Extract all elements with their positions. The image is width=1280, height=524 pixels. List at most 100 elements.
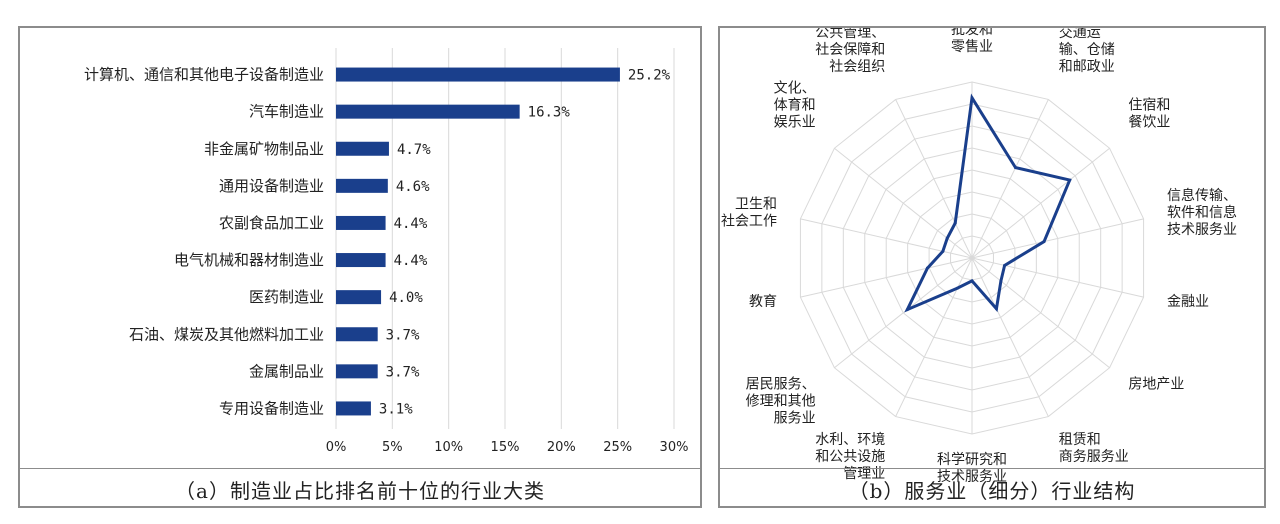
category-label: 电气机械和器材制造业 bbox=[174, 251, 324, 269]
radar-point bbox=[970, 96, 974, 100]
radar-spoke bbox=[971, 147, 1110, 259]
radar-axis-label-line: 社会组织 bbox=[829, 59, 885, 75]
radar-axis-label-line: 娱乐业 bbox=[774, 114, 816, 130]
radar-axis-label-line: 社会保障和 bbox=[815, 42, 885, 58]
radar-axis-label-line: 金融业 bbox=[1167, 294, 1209, 310]
radar-point bbox=[1068, 178, 1072, 182]
radar-axis-label-line: 文化、 bbox=[774, 80, 816, 96]
category-label: 汽车制造业 bbox=[249, 103, 324, 121]
radar-axis-label-line: 公共管理、 bbox=[815, 28, 885, 41]
data-label: 3.7% bbox=[386, 327, 420, 343]
radar-axis-label-line: 和邮政业 bbox=[1059, 59, 1115, 75]
radar-spoke bbox=[800, 257, 973, 298]
radar-axis-label: 金融业 bbox=[1167, 294, 1209, 310]
data-label: 4.0% bbox=[389, 290, 423, 306]
radar-axis-label: 住宿和餐饮业 bbox=[1128, 96, 1170, 130]
radar-spoke bbox=[895, 99, 973, 259]
radar-axis-label-line: 社会工作 bbox=[721, 213, 777, 229]
radar-axis-label-line: 交通运 bbox=[1059, 28, 1101, 41]
radar-axis-label: 卫生和社会工作 bbox=[721, 196, 777, 229]
x-tick-label: 10% bbox=[434, 440, 463, 455]
bar bbox=[336, 141, 389, 156]
radar-point bbox=[905, 308, 909, 312]
data-label: 3.7% bbox=[386, 364, 420, 380]
radar-spoke bbox=[971, 257, 1049, 417]
radar-axis-label: 批发和零售业 bbox=[951, 28, 993, 55]
radar-axis-label-line: 商务服务业 bbox=[1059, 449, 1129, 465]
radar-axis-label-line: 信息传输、 bbox=[1167, 187, 1237, 204]
radar-spoke bbox=[971, 99, 1049, 259]
x-tick-label: 25% bbox=[603, 440, 632, 455]
category-label: 石油、煤炭及其他燃料加工业 bbox=[129, 325, 324, 343]
radar-spoke bbox=[895, 257, 973, 417]
caption-divider-a bbox=[20, 468, 700, 469]
caption-divider-b bbox=[720, 468, 1264, 469]
radar-point bbox=[999, 279, 1003, 283]
radar-point bbox=[1042, 240, 1046, 244]
x-tick-label: 20% bbox=[547, 440, 576, 455]
x-tick-label: 15% bbox=[491, 440, 520, 455]
radar-axis-label: 科学研究和技术服务业 bbox=[937, 452, 1007, 485]
category-label: 专用设备制造业 bbox=[219, 399, 324, 417]
panel-a-bar-chart: 0% 5% 10% 15% 20% 25% 30% 计算机、通信和其他电子设备制造业 25.2%… bbox=[18, 26, 702, 508]
radar-axis-label: 水利、环境和公共设施管理业 bbox=[815, 432, 885, 482]
radar-axis-label-line: 服务业 bbox=[774, 411, 816, 427]
radar-point bbox=[994, 307, 998, 311]
radar-point bbox=[1003, 263, 1007, 267]
caption-a: （a）制造业占比排名前十位的行业大类 bbox=[175, 479, 545, 503]
radar-point bbox=[925, 266, 929, 270]
radar-point bbox=[1014, 166, 1018, 170]
radar-point bbox=[945, 236, 949, 240]
bar bbox=[336, 215, 386, 230]
radar-axis-label-line: 技术服务业 bbox=[937, 469, 1007, 485]
radar-axis-label: 交通运输、仓储和邮政业 bbox=[1059, 28, 1115, 75]
radar-axis-label-line: 零售业 bbox=[951, 39, 993, 55]
radar-point bbox=[970, 279, 974, 283]
bar bbox=[336, 178, 388, 193]
category-label: 通用设备制造业 bbox=[219, 177, 324, 195]
radar-point bbox=[955, 286, 959, 290]
bar-chart-svg: 0% 5% 10% 15% 20% 25% 30% 计算机、通信和其他电子设备制造业 25.2%… bbox=[84, 48, 689, 455]
radar-axis-label-line: 居民服务、 bbox=[746, 377, 816, 393]
category-label: 医药制造业 bbox=[249, 288, 324, 306]
radar-axis-label: 居民服务、修理和其他服务业 bbox=[746, 377, 816, 427]
data-label: 4.4% bbox=[394, 216, 428, 232]
radar-point bbox=[953, 221, 957, 225]
caption-b: （b）服务业（细分）行业结构 bbox=[848, 479, 1136, 503]
radar-point bbox=[941, 249, 945, 253]
radar-spoke bbox=[971, 257, 1144, 298]
data-label: 4.4% bbox=[394, 253, 428, 269]
radar-axis-label-line: 教育 bbox=[749, 294, 777, 310]
radar-axis-label-line: 管理业 bbox=[843, 466, 885, 482]
radar-spoke bbox=[971, 257, 1110, 369]
bar bbox=[336, 290, 382, 305]
radar-spoke bbox=[834, 257, 973, 369]
data-label: 25.2% bbox=[628, 68, 671, 84]
radar-axis-label: 信息传输、软件和信息技术服务业 bbox=[1167, 187, 1237, 238]
radar-axis-label-line: 输、仓储 bbox=[1059, 42, 1115, 58]
radar-spoke bbox=[834, 147, 973, 259]
category-label: 金属制品业 bbox=[249, 362, 324, 380]
radar-axis-label: 文化、体育和娱乐业 bbox=[774, 80, 816, 130]
radar-axis-label-line: 技术服务业 bbox=[1167, 222, 1237, 238]
radar-axis-label-line: 批发和 bbox=[951, 28, 993, 38]
bar bbox=[336, 327, 378, 342]
bar bbox=[336, 67, 620, 82]
x-tick-label: 30% bbox=[660, 440, 689, 455]
x-tick-label: 5% bbox=[382, 440, 403, 455]
category-label: 农副食品加工业 bbox=[219, 214, 324, 232]
radar-axis-label-line: 体育和 bbox=[774, 97, 816, 113]
data-label: 3.1% bbox=[379, 401, 413, 417]
radar-axis-label-line: 修理和其他 bbox=[746, 394, 816, 410]
category-label: 非金属矿物制品业 bbox=[204, 140, 324, 158]
radar-chart-svg: 批发和零售业交通运输、仓储和邮政业住宿和餐饮业信息传输、软件和信息技术服务业金融… bbox=[721, 28, 1237, 485]
radar-axis-label-line: 软件和信息 bbox=[1167, 204, 1237, 221]
radar-spoke bbox=[971, 218, 1144, 259]
radar-axis-label-line: 科学研究和 bbox=[937, 452, 1007, 468]
bar bbox=[336, 401, 371, 416]
radar-axis-label-line: 住宿和 bbox=[1128, 96, 1170, 113]
radar-axis-label-line: 水利、环境 bbox=[815, 432, 885, 448]
panel-b-radar-chart: 批发和零售业 交通运输、仓储和邮政业 住宿和餐饮业 信息传输、软件和信息技术服务业 金融… bbox=[718, 26, 1266, 508]
x-tick-label: 0% bbox=[326, 440, 347, 455]
data-label: 16.3% bbox=[528, 105, 571, 121]
